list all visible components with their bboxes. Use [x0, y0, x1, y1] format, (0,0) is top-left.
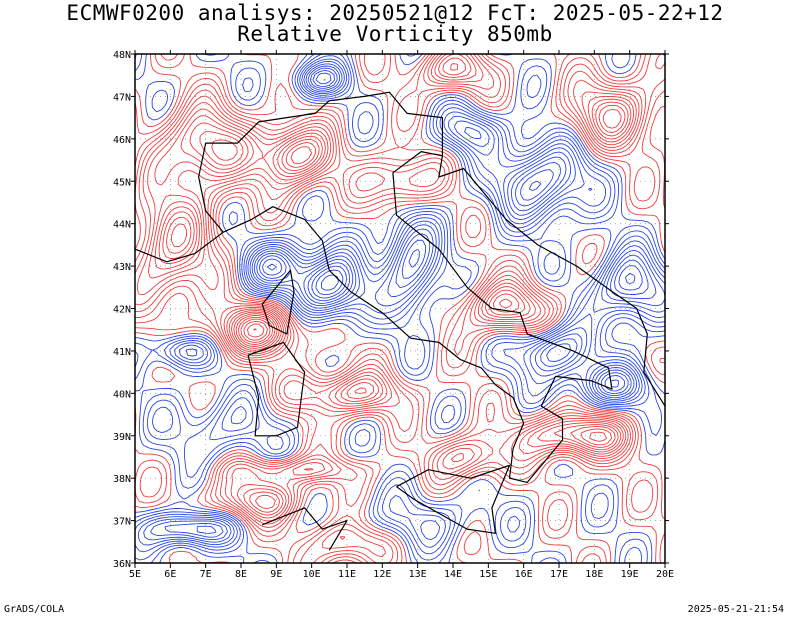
vorticity-contour — [135, 54, 665, 563]
lat-label: 45N — [113, 177, 131, 188]
vorticity-contour — [243, 321, 269, 341]
vorticity-contour — [147, 54, 635, 519]
lon-label: 17E — [550, 569, 568, 580]
lat-label: 43N — [113, 262, 131, 273]
coastline — [223, 151, 613, 483]
lon-label: 19E — [621, 569, 639, 580]
vorticity-contour — [136, 54, 637, 522]
lat-label: 47N — [113, 92, 131, 103]
vorticity-contour — [258, 72, 636, 392]
coastline — [261, 269, 295, 335]
lon-label: 18E — [585, 569, 603, 580]
vorticity-contour — [137, 58, 665, 548]
lon-label: 6E — [164, 569, 176, 580]
lon-label: 5E — [129, 569, 141, 580]
vorticity-contour — [135, 54, 665, 563]
vorticity-contour — [135, 54, 640, 540]
map-title: ECMWF0200 analisys: 20250521@12 FcT: 202… — [66, 1, 724, 25]
lon-label: 13E — [409, 569, 427, 580]
vorticity-contour — [162, 104, 626, 509]
lon-label: 10E — [303, 569, 321, 580]
coastline — [261, 507, 348, 551]
lat-label: 36N — [113, 559, 131, 570]
vorticity-contour — [266, 263, 344, 296]
lon-label: 11E — [338, 569, 356, 580]
vorticity-contour — [135, 55, 665, 555]
lat-label: 46N — [113, 135, 131, 146]
software-credit: GrADS/COLA — [4, 604, 65, 615]
lat-label: 48N — [113, 50, 131, 61]
map-subtitle: Relative Vorticity 850mb — [237, 22, 553, 46]
coastline — [438, 155, 665, 407]
lon-label: 7E — [200, 569, 212, 580]
vorticity-contour — [253, 328, 257, 331]
coastlines — [135, 91, 665, 551]
lat-label: 37N — [113, 517, 131, 528]
lat-label: 41N — [113, 347, 131, 358]
vorticity-contour — [135, 54, 665, 563]
lat-label: 38N — [113, 474, 131, 485]
lat-label: 40N — [113, 389, 131, 400]
vorticity-contour — [135, 54, 665, 563]
coastline — [247, 341, 306, 437]
vorticity-contour — [256, 69, 643, 394]
vorticity-contour — [158, 63, 629, 513]
vorticity-contour — [196, 67, 649, 534]
lon-label: 16E — [515, 569, 533, 580]
coastline — [135, 231, 224, 263]
vorticity-contour — [154, 57, 632, 516]
vorticity-contour — [247, 323, 265, 338]
lon-label: 8E — [235, 569, 247, 580]
coastline — [198, 91, 443, 178]
graticule — [135, 54, 665, 563]
lon-label: 12E — [373, 569, 391, 580]
vorticity-contour — [135, 54, 665, 563]
vorticity-contour — [135, 54, 643, 558]
lon-label: 9E — [270, 569, 282, 580]
lat-label: 42N — [113, 305, 131, 316]
vorticity-contour — [164, 65, 657, 538]
vorticity-contour — [150, 63, 665, 541]
axis-ticks — [131, 50, 669, 568]
latitude-labels: 36N 37N 38N 39N 40N 41N 42N 43N 44N 45N 46N 47N 48N — [113, 50, 131, 570]
coastline — [198, 176, 224, 233]
render-timestamp: 2025-05-21-21:54 — [687, 604, 784, 615]
vorticity-contour — [166, 108, 622, 446]
vorticity-contour — [135, 54, 665, 563]
coastline — [396, 464, 511, 534]
lat-label: 39N — [113, 432, 131, 443]
lon-label: 20E — [656, 569, 674, 580]
lat-label: 44N — [113, 220, 131, 231]
lon-label: 14E — [444, 569, 462, 580]
longitude-labels: 5E 6E 7E 8E 9E 10E 11E 12E 13E 14E 15E 16E 17E 18E 19E… — [129, 569, 674, 580]
lon-label: 15E — [479, 569, 497, 580]
